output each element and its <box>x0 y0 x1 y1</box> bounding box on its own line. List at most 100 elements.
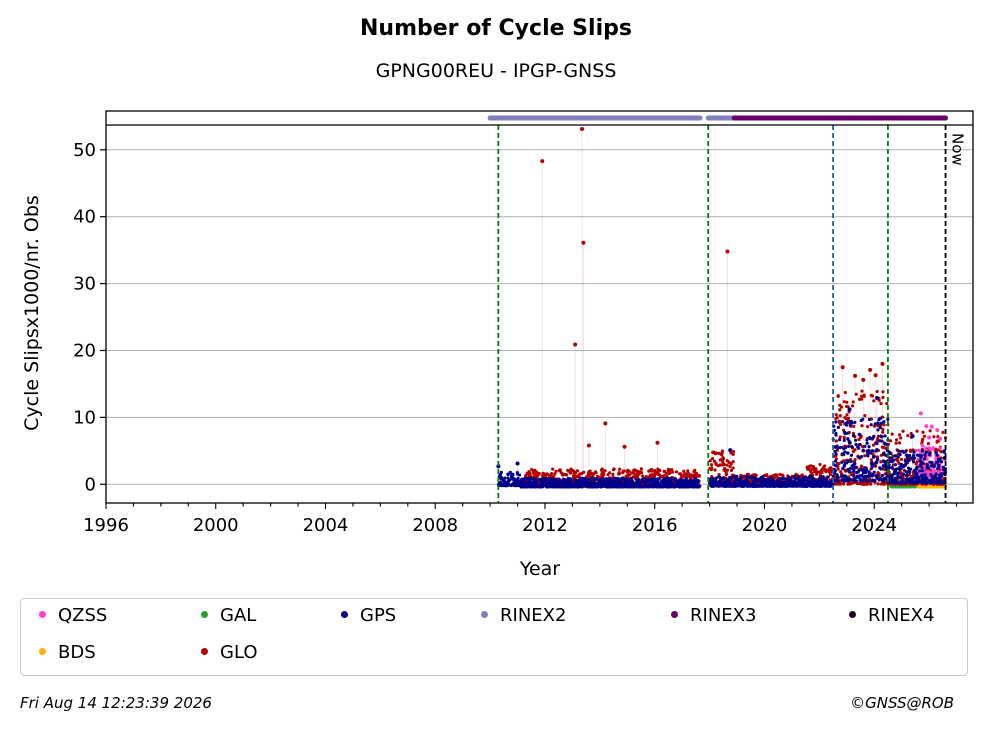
gps-point <box>720 483 724 488</box>
gps-point <box>921 474 925 478</box>
gps-point <box>872 470 876 474</box>
gps-point <box>876 477 881 481</box>
gps-point <box>532 481 537 485</box>
gps-point <box>723 481 727 485</box>
gps-point <box>580 484 584 488</box>
glo-point <box>634 473 638 477</box>
gps-point <box>848 441 852 445</box>
gps-point <box>843 450 847 454</box>
gps-point <box>758 483 762 488</box>
gps-point <box>880 473 884 478</box>
glo-point <box>641 474 645 478</box>
gps-point <box>888 451 892 456</box>
glo-point <box>684 473 689 477</box>
glo-point <box>850 471 854 475</box>
glo-point <box>727 460 731 465</box>
gps-point <box>541 476 546 481</box>
glo-point <box>901 429 905 433</box>
gps-point <box>846 451 850 455</box>
glo-point <box>540 159 545 164</box>
gal-point <box>913 485 917 489</box>
gps-point <box>859 479 863 483</box>
glo-point <box>859 464 864 468</box>
bds-point <box>917 485 921 489</box>
gps-point <box>870 464 874 468</box>
gps-point <box>883 442 887 446</box>
glo-point <box>580 127 585 132</box>
glo-point <box>571 469 575 473</box>
gps-point <box>715 476 719 480</box>
glo-point <box>611 472 615 476</box>
gps-point <box>865 441 869 445</box>
data-points <box>496 127 948 489</box>
glo-point <box>864 482 868 486</box>
gps-point <box>520 477 524 482</box>
gps-point <box>797 475 801 479</box>
gps-point <box>856 455 860 459</box>
glo-point <box>922 434 926 438</box>
glo-point <box>649 467 654 472</box>
gps-point <box>910 456 914 460</box>
gps-point <box>896 481 900 485</box>
glo-point <box>557 468 561 472</box>
glo-point <box>725 463 729 467</box>
gps-point <box>692 482 696 486</box>
gps-point <box>820 474 824 479</box>
gps-point <box>585 485 589 489</box>
gps-point <box>503 476 507 480</box>
glo-point <box>603 469 607 473</box>
glo-point <box>820 470 824 475</box>
gps-point <box>866 448 871 453</box>
gps-point <box>785 478 789 483</box>
glo-point <box>671 470 675 474</box>
gps-point <box>817 477 821 481</box>
credit: ©GNSS@ROB <box>850 694 954 712</box>
gps-point <box>590 476 594 480</box>
gps-point <box>857 442 862 447</box>
gps-point <box>801 480 806 484</box>
gps-point <box>932 465 936 469</box>
glo-point <box>928 429 932 433</box>
gps-point <box>690 485 694 489</box>
gps-point <box>516 478 520 483</box>
gps-point <box>878 416 883 420</box>
glo-point <box>859 394 864 398</box>
gps-point <box>696 485 700 489</box>
glo-point <box>572 472 576 476</box>
x-tick-label: 2008 <box>412 515 458 536</box>
glo-point <box>567 469 571 473</box>
glo-point <box>843 390 847 395</box>
glo-point <box>717 451 721 456</box>
glo-point <box>664 471 668 476</box>
glo-point <box>839 470 843 474</box>
gps-point <box>732 475 736 479</box>
gps-point <box>553 482 558 486</box>
glo-point <box>622 444 627 449</box>
glo-point <box>860 424 864 428</box>
gps-point <box>617 477 621 481</box>
timestamp: Fri Aug 14 12:23:39 2026 <box>20 694 212 712</box>
gps-point <box>555 484 560 488</box>
gps-point <box>672 476 676 480</box>
glo-point <box>654 470 659 474</box>
gps-point <box>899 475 903 480</box>
gps-point <box>930 460 934 464</box>
gps-point <box>842 464 846 468</box>
gps-point <box>850 445 854 449</box>
glo-point <box>575 469 580 473</box>
glo-point <box>679 472 683 476</box>
gps-point <box>869 423 873 427</box>
legend-item-glo: GLO <box>201 642 258 663</box>
gps-point <box>898 453 902 457</box>
gps-point <box>581 482 585 486</box>
gps-point <box>563 481 567 485</box>
glo-point <box>722 468 726 472</box>
legend-label: RINEX3 <box>690 605 757 626</box>
gps-point <box>652 484 657 488</box>
gps-point <box>788 476 793 480</box>
qzss-point <box>925 457 929 462</box>
gps-point <box>935 476 939 481</box>
glo-point <box>881 427 885 432</box>
gps-point <box>558 478 562 482</box>
gps-point <box>833 449 837 453</box>
